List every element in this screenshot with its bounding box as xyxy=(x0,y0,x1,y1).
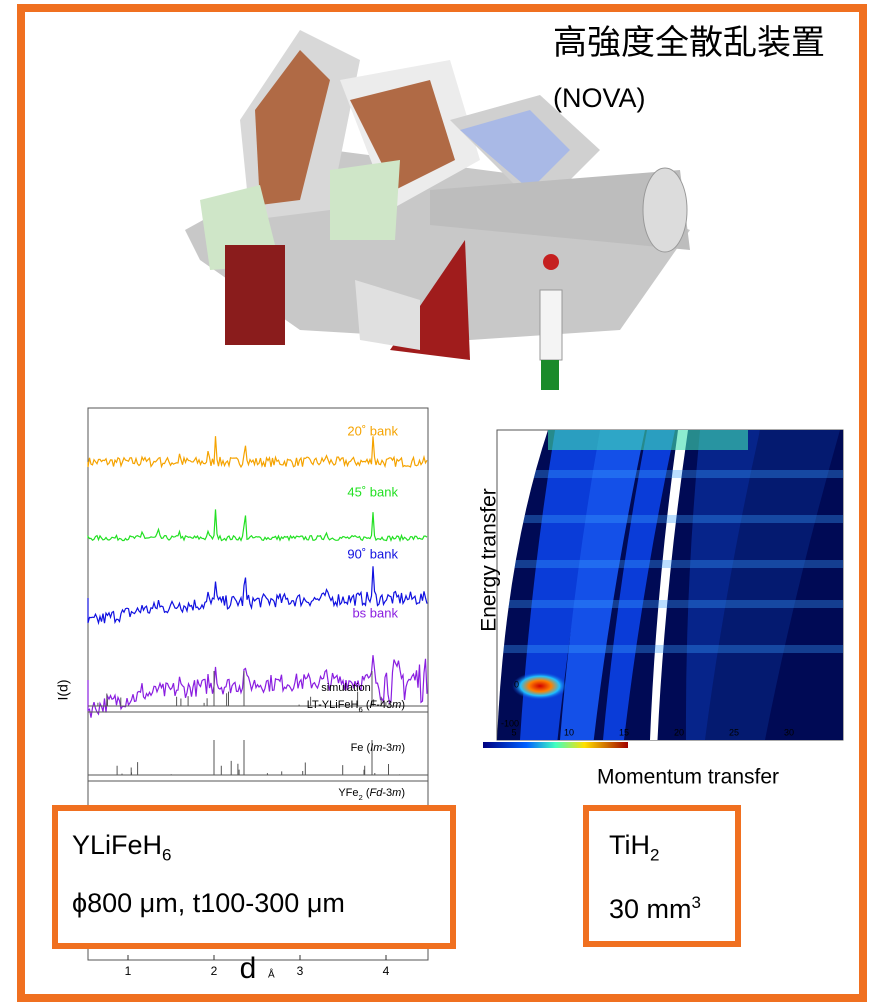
spectrum-stripe xyxy=(497,600,843,608)
colorbar xyxy=(483,742,628,748)
x-axis-label: Momentum transfer xyxy=(597,766,779,789)
label-part: -43 xyxy=(376,699,392,711)
x-tick-label: 1 xyxy=(125,964,132,978)
x-axis-label: d xyxy=(240,952,257,985)
spectrum-stripe xyxy=(497,645,843,653)
y-tick-label: 0 xyxy=(514,679,519,689)
x-tick-label: 2 xyxy=(211,964,218,978)
spectrum-cap xyxy=(548,430,748,450)
spectrum-stripe xyxy=(497,560,843,568)
sample-text: TiH xyxy=(609,830,650,860)
spectrum-hotspot xyxy=(512,672,568,700)
label-part: Fe ( xyxy=(351,742,371,754)
x-tick-label: 15 xyxy=(619,727,629,737)
phase-label: Fe (Im-3m) xyxy=(351,742,405,754)
slide: 高強度全散乱装置 (NOVA) 20˚ bank 45˚ bank 90˚ bank… xyxy=(0,0,874,1002)
label-part: ) xyxy=(401,699,405,711)
bank-label: 20˚ bank xyxy=(347,423,398,438)
spectrum-stripe xyxy=(497,515,843,523)
sample-text: ϕ800 μm, t100-300 μm xyxy=(72,888,345,918)
y-axis-label: I(d) xyxy=(55,680,71,701)
title: 高強度全散乱装置 xyxy=(553,24,825,62)
label-part: m xyxy=(392,699,401,711)
sample-text: YLiFeH xyxy=(72,830,162,860)
sample-line: ϕ800 μm, t100-300 μm xyxy=(72,879,450,927)
x-tick-label: 10 xyxy=(564,727,574,737)
sample-line: YLiFeH6 xyxy=(72,821,450,879)
spectrum-stripe xyxy=(497,470,843,478)
sample-box: YLiFeH6 ϕ800 μm, t100-300 μm xyxy=(52,805,456,949)
label-part: Fd xyxy=(370,787,384,799)
subtitle: (NOVA) xyxy=(553,83,646,113)
y-axis-label: Energy transfer xyxy=(478,488,501,632)
label-part: m xyxy=(392,742,401,754)
label-part: Im xyxy=(370,742,382,754)
x-tick-label: 20 xyxy=(674,727,684,737)
bank-label: bs bank xyxy=(352,605,398,620)
spectrum-map xyxy=(497,430,843,740)
sample-text: 30 mm xyxy=(609,894,692,924)
y-tick-label: -100 xyxy=(501,718,519,728)
x-axis-unit: Å xyxy=(268,968,275,981)
label-part: YFe xyxy=(338,787,358,799)
sample-line: TiH2 xyxy=(609,821,735,879)
x-tick-label: 30 xyxy=(784,727,794,737)
bank-label: 45˚ bank xyxy=(347,484,398,499)
simulation-label: simulation xyxy=(321,682,371,694)
x-tick-label: 4 xyxy=(383,964,390,978)
label-part: -3 xyxy=(382,742,392,754)
x-tick-label: 5 xyxy=(511,727,516,737)
sample-line: 30 mm3 xyxy=(609,879,735,933)
sample-text: 2 xyxy=(650,845,659,864)
x-tick-label: 3 xyxy=(297,964,304,978)
sample-text: 6 xyxy=(162,845,171,864)
label-part: -3 xyxy=(382,787,392,799)
label-part: m xyxy=(392,787,401,799)
sample-text: 3 xyxy=(692,893,701,912)
label-part: ) xyxy=(401,742,405,754)
x-tick-label: 25 xyxy=(729,727,739,737)
label-part: ) xyxy=(401,787,405,799)
label-part: LT-YLiFeH xyxy=(307,699,359,711)
bank-label: 90˚ bank xyxy=(347,546,398,561)
